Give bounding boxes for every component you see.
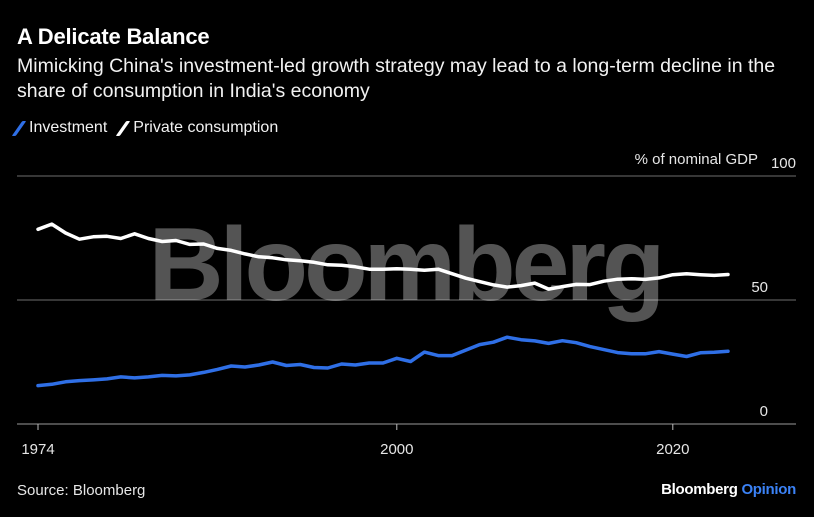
y-tick-label-0: 0 — [760, 403, 768, 420]
series-line-investment — [36, 335, 730, 388]
chart-subtitle: Mimicking China's investment-led growth … — [17, 55, 776, 102]
y-tick-label-100: 100 — [771, 155, 796, 172]
bloomberg-watermark: Bloomberg — [149, 207, 662, 323]
legend-label-investment: Investment — [29, 119, 108, 136]
legend-item-investment: Investment — [11, 119, 108, 137]
x-tick-label-2020: 2020 — [656, 441, 689, 458]
legend-label-private-consumption: Private consumption — [133, 119, 279, 136]
y-tick-label-50: 50 — [751, 279, 768, 296]
x-tick-label-1974: 1974 — [21, 441, 54, 458]
y-axis-label: % of nominal GDP — [635, 151, 758, 168]
x-tick-label-2000: 2000 — [380, 441, 413, 458]
brand-logo: Bloomberg Opinion — [661, 481, 796, 498]
brand-part1: Bloomberg — [661, 481, 738, 498]
source-note: Source: Bloomberg — [17, 482, 146, 499]
series-line-private-consumption — [36, 222, 730, 291]
legend-item-private-consumption: Private consumption — [116, 119, 279, 137]
legend: Investment Private consumption — [11, 119, 292, 137]
brand-part2: Opinion — [741, 481, 796, 498]
chart-title: A Delicate Balance — [17, 24, 210, 49]
